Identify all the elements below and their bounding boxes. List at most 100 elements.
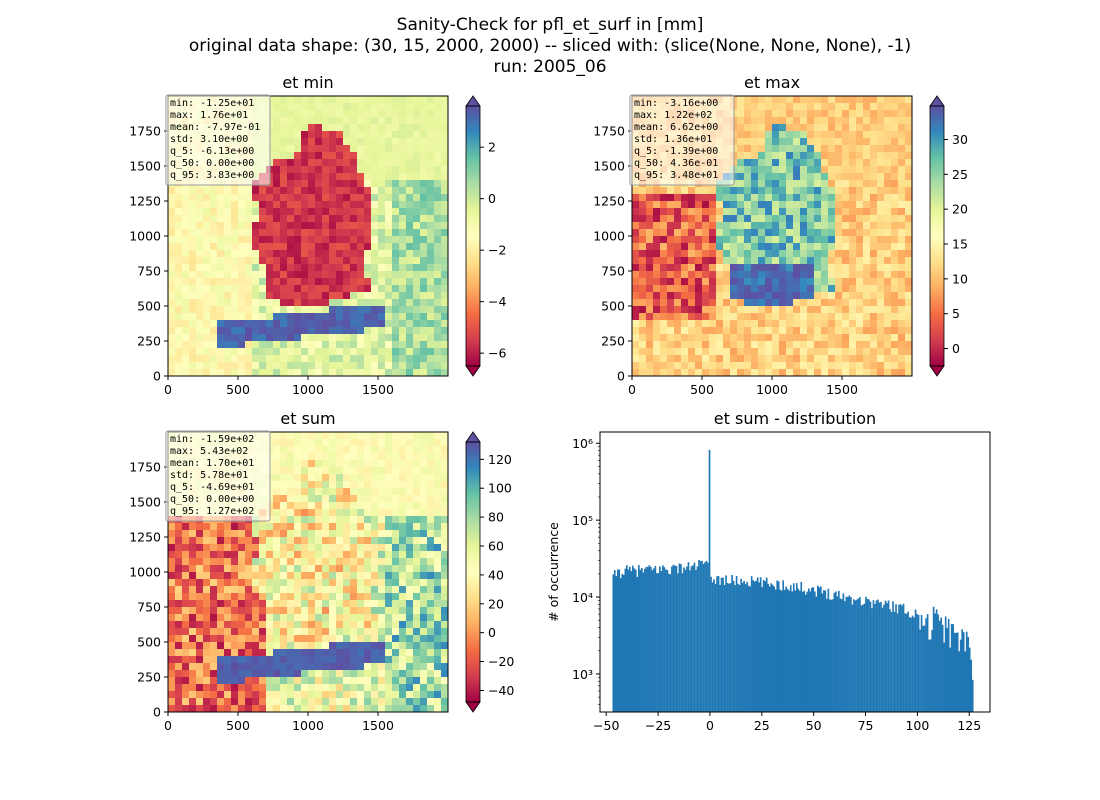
heatmap-cell [273,96,281,104]
heatmap-cell [420,558,428,566]
heatmap-cell [814,257,822,265]
heatmap-cell [280,516,288,524]
heatmap-cell [301,271,309,279]
heatmap-cell [168,320,176,328]
heatmap-cell [392,537,400,545]
heatmap-cell [856,313,864,321]
heatmap-cell [224,208,232,216]
heatmap-cell [280,642,288,650]
heatmap-cell [287,488,295,496]
heatmap-cell [322,152,330,160]
heatmap-cell [322,299,330,307]
heatmap-cell [842,124,850,132]
heatmap-cell [639,313,647,321]
heatmap-cell [870,208,878,216]
heatmap-cell [856,159,864,167]
heatmap-cell [322,579,330,587]
heatmap-cell [800,243,808,251]
heatmap-cell [371,152,379,160]
heatmap-cell [189,628,197,636]
heatmap-cell [210,243,218,251]
panel-title: et sum [280,409,335,428]
heatmap-cell [238,320,246,328]
heatmap-cell [856,180,864,188]
heatmap-cell [350,446,358,454]
heatmap-cell [842,243,850,251]
heatmap-cell [308,544,316,552]
y-tick-label: 750 [601,264,625,279]
heatmap-cell [217,222,225,230]
heatmap-cell [737,131,745,139]
heatmap-cell [210,579,218,587]
heatmap-cell [273,285,281,293]
heatmap-cell [870,96,878,104]
heatmap-cell [385,264,393,272]
heatmap-cell [793,215,801,223]
heatmap-cell [287,285,295,293]
heatmap-cell [175,572,183,580]
heatmap-cell [329,460,337,468]
heatmap-cell [217,621,225,629]
heatmap-cell [758,369,766,377]
heatmap-cell [420,187,428,195]
heatmap-cell [434,369,442,377]
heatmap-cell [406,495,414,503]
heatmap-cell [322,208,330,216]
heatmap-cell [828,341,836,349]
heatmap-cell [385,166,393,174]
heatmap-cell [259,292,267,300]
heatmap-cell [217,537,225,545]
heatmap-cell [632,348,640,356]
heatmap-cell [217,656,225,664]
heatmap-cell [898,348,906,356]
heatmap-cell [322,572,330,580]
heatmap-cell [357,257,365,265]
heatmap-cell [203,355,211,363]
heatmap-cell [210,257,218,265]
heatmap-cell [688,306,696,314]
heatmap-cell [336,614,344,622]
heatmap-cell [765,159,773,167]
heatmap-cell [413,341,421,349]
heatmap-cell [280,656,288,664]
heatmap-cell [891,145,899,153]
heatmap-cell [702,369,710,377]
heatmap-cell [182,271,190,279]
heatmap-cell [413,320,421,328]
heatmap-cell [245,684,253,692]
heatmap-cell [681,187,689,195]
heatmap-cell [196,565,204,573]
stats-line: mean: -7.97e-01 [170,122,260,133]
heatmap-cell [891,257,899,265]
heatmap-cell [266,299,274,307]
heatmap-cell [821,257,829,265]
heatmap-cell [413,145,421,153]
heatmap-cell [441,110,449,118]
heatmap-cell [371,271,379,279]
heatmap-cell [695,243,703,251]
heatmap-cell [343,509,351,517]
heatmap-cell [301,453,309,461]
heatmap-cell [343,194,351,202]
heatmap-cell [898,327,906,335]
heatmap-cell [392,677,400,685]
heatmap-cell [252,544,260,552]
heatmap-cell [336,313,344,321]
heatmap-cell [660,201,668,209]
heatmap-cell [210,222,218,230]
heatmap-cell [793,173,801,181]
heatmap-cell [336,642,344,650]
heatmap-cell [681,271,689,279]
heatmap-cell [399,194,407,202]
heatmap-cell [357,488,365,496]
heatmap-cell [168,705,176,713]
heatmap-cell [210,614,218,622]
heatmap-cell [203,236,211,244]
heatmap-cell [280,229,288,237]
heatmap-cell [842,306,850,314]
heatmap-cell [814,96,822,104]
heatmap-cell [343,656,351,664]
heatmap-cell [196,537,204,545]
heatmap-cell [674,194,682,202]
heatmap-cell [266,530,274,538]
